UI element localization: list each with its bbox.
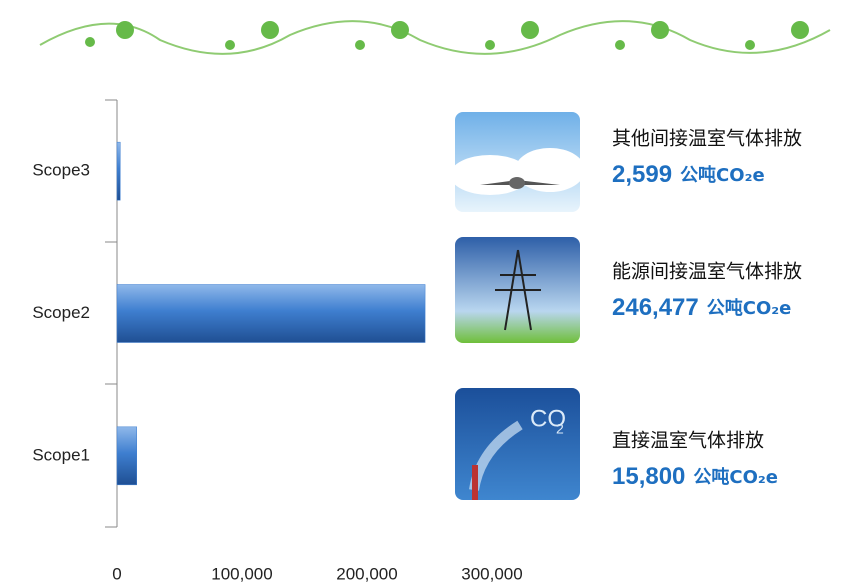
svg-text:2: 2 (556, 421, 564, 437)
description: 其他间接温室气体排放 (612, 128, 802, 150)
description: 能源间接温室气体排放 (612, 261, 802, 283)
value-unit: 公吨CO₂e (693, 466, 778, 488)
value-number: 246,477 (612, 294, 699, 321)
bar (116, 284, 426, 343)
axis-frame (105, 99, 118, 528)
bar (116, 141, 121, 201)
value-unit: 公吨CO₂e (680, 164, 765, 186)
value-unit: 公吨CO₂e (707, 297, 792, 319)
photo-co2: CO 2 (455, 388, 580, 500)
value-label: 15,800 公吨CO₂e (612, 463, 778, 490)
x-tick-label: 100,000 (211, 564, 272, 582)
clover-border (39, 20, 831, 55)
value-number: 15,800 (612, 463, 685, 490)
photo-pylon (455, 237, 580, 343)
y-tick-label: Scope2 (32, 303, 90, 322)
y-tick-label: Scope3 (32, 161, 90, 180)
bar (116, 426, 137, 486)
x-tick-label: 300,000 (461, 564, 522, 582)
x-tick-label: 0 (112, 564, 121, 582)
y-tick-label: Scope1 (32, 445, 90, 464)
x-tick-label: 200,000 (336, 564, 397, 582)
photo-plane (450, 112, 585, 212)
description: 直接温室气体排放 (612, 430, 764, 452)
value-label: 246,477 公吨CO₂e (612, 294, 791, 321)
svg-text:CO: CO (530, 405, 566, 432)
value-number: 2,599 (612, 161, 672, 188)
value-label: 2,599 公吨CO₂e (612, 161, 765, 188)
